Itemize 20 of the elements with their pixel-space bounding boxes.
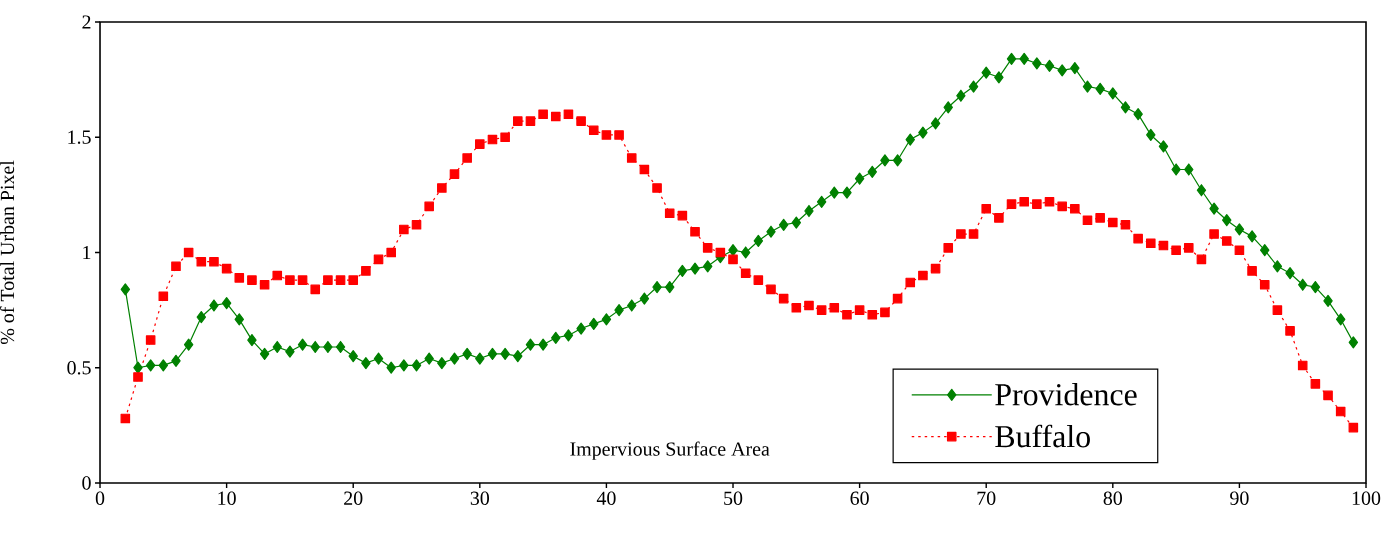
legend-label: Providence <box>995 383 1137 406</box>
y-tick-label: 1 <box>83 245 91 260</box>
x-tick-label: 80 <box>1103 491 1123 505</box>
x-tick-label: 40 <box>596 491 616 505</box>
y-tick-label: 1.5 <box>68 130 91 144</box>
x-tick-label: 70 <box>977 491 996 505</box>
x-tick-label: 90 <box>1230 491 1249 505</box>
x-tick-label: 60 <box>850 491 869 505</box>
y-tick-label: 0.5 <box>67 360 91 375</box>
x-tick-label: 50 <box>724 491 743 505</box>
x-tick-label: 30 <box>470 491 490 505</box>
y-tick-label: 0 <box>82 476 91 490</box>
y-axis-title: % of Total Urban Pixel <box>0 160 15 345</box>
x-tick-label: 100 <box>1352 491 1381 505</box>
x-axis-title: Impervious Surface Area <box>570 441 770 460</box>
x-tick-label: 20 <box>344 491 363 505</box>
x-tick-label: 10 <box>218 491 236 505</box>
x-tick-label: 0 <box>95 491 105 505</box>
y-tick-label: 2 <box>82 15 91 29</box>
legend-label: Buffalo <box>995 424 1090 448</box>
